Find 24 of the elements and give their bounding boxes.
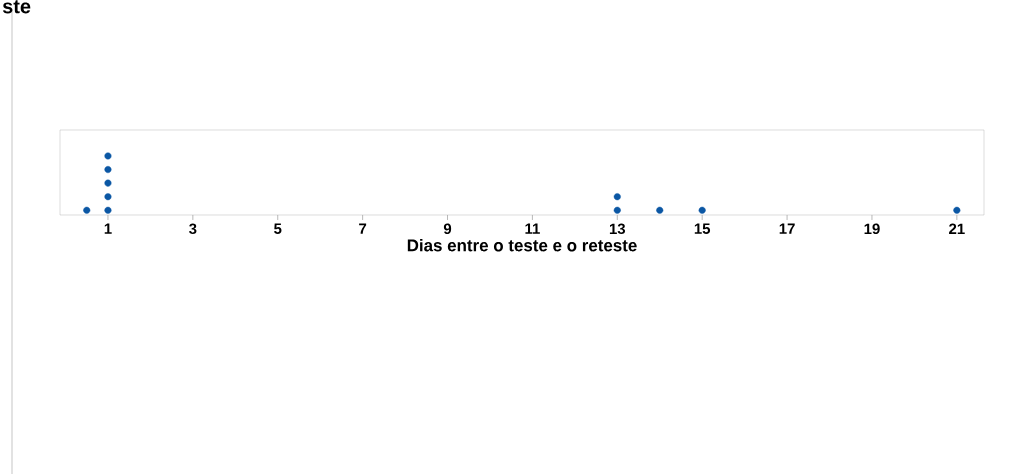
x-tick-label: 3	[189, 223, 197, 235]
point	[953, 206, 961, 214]
text: ste	[2, 0, 31, 14]
point	[613, 193, 621, 201]
point	[104, 193, 112, 201]
point	[83, 206, 91, 214]
x-tick-label: 15	[694, 223, 711, 234]
x-tick-label: 13	[609, 223, 626, 235]
point	[104, 179, 112, 187]
x-tick-label: 21	[949, 223, 965, 234]
x-tick-label: 5	[274, 223, 282, 234]
x-tick-label: 1	[104, 223, 112, 234]
point	[613, 206, 621, 214]
x-tick-label: 19	[864, 223, 880, 235]
point	[656, 206, 664, 214]
point	[698, 206, 706, 214]
point	[104, 152, 112, 160]
x-axis-title: Dias entre o teste e o reteste	[407, 238, 637, 252]
x-tick-label: 7	[359, 223, 367, 234]
x-tick-label: 11	[525, 223, 540, 234]
point	[104, 206, 112, 214]
point	[104, 166, 112, 174]
x-tick-label: 17	[779, 223, 795, 234]
x-tick-label: 9	[443, 223, 452, 235]
